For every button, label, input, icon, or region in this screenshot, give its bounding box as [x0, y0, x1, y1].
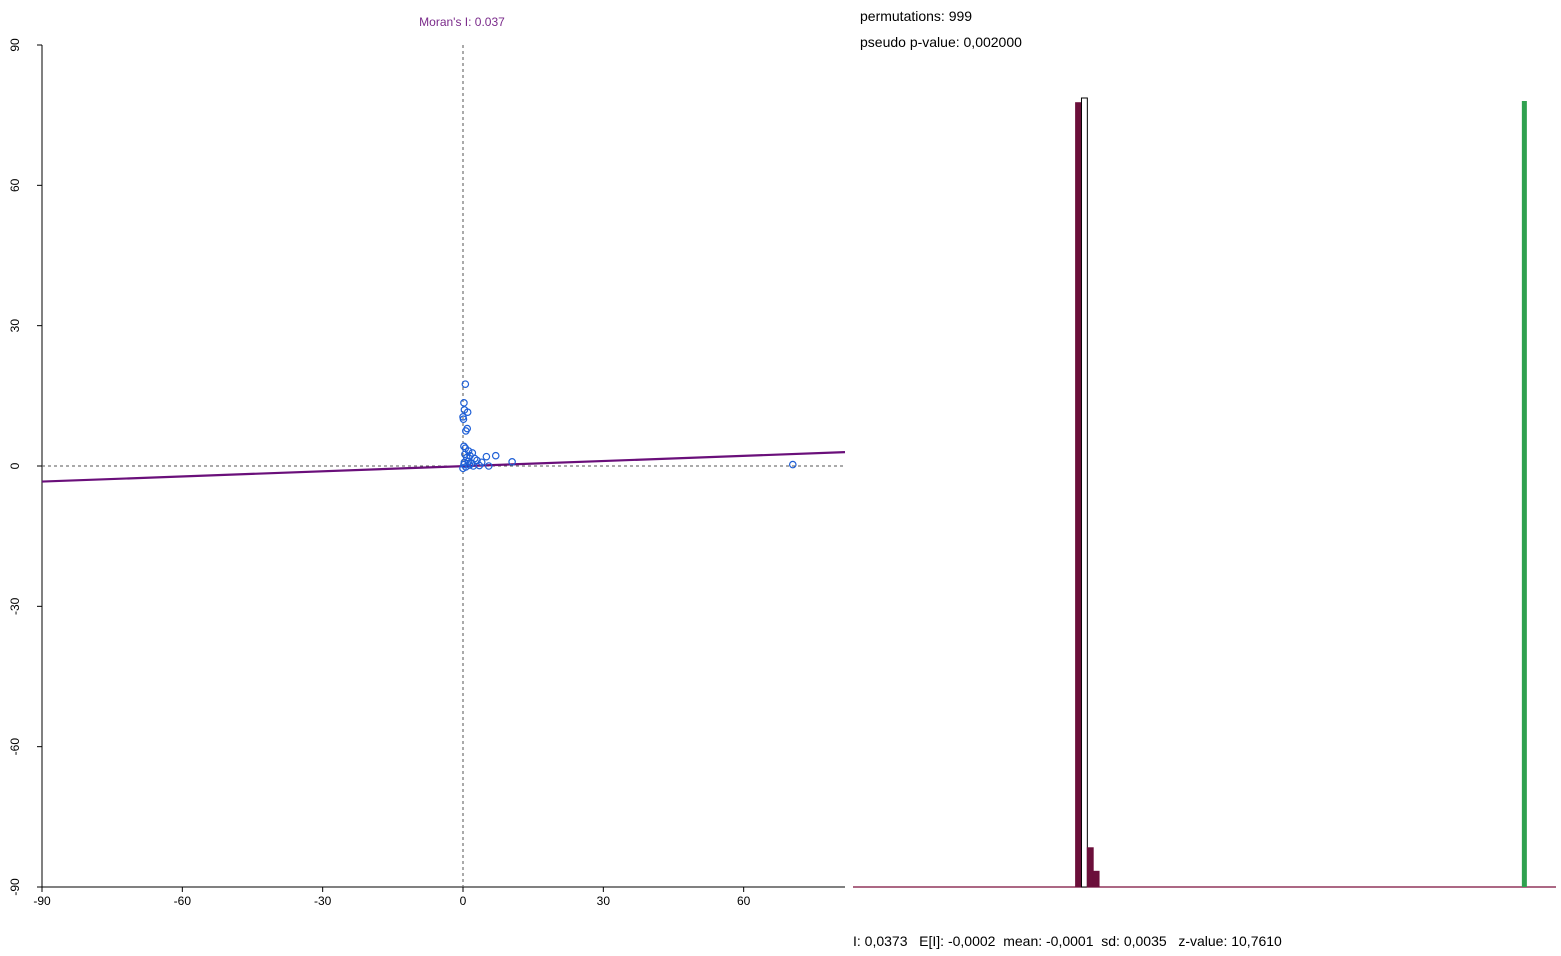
y-tick-label: 30 — [8, 319, 22, 333]
x-tick-label: -90 — [33, 894, 51, 908]
y-tick-label: 90 — [8, 38, 22, 52]
regression-line — [41, 451, 846, 483]
y-tick-label: -30 — [8, 597, 22, 615]
y-tick-label: -60 — [8, 738, 22, 756]
data-point — [460, 399, 468, 407]
data-point — [788, 460, 797, 469]
x-tick-label: 60 — [737, 894, 751, 908]
observed-i-line — [1521, 101, 1527, 887]
data-point — [462, 463, 470, 471]
data-point — [460, 442, 468, 451]
y-tick-label: 0 — [8, 462, 22, 469]
data-point — [484, 462, 493, 470]
summary-statistics-text: I: 0,0373 E[I]: -0,0002 mean: -0,0001 sd… — [853, 933, 1282, 949]
x-tick-label: 30 — [597, 894, 611, 908]
data-point — [460, 460, 468, 469]
y-tick-label: -90 — [8, 878, 22, 896]
scatter-plot: -90 -60 -30 0 30 60 90 60 30 0 -30 -60 -90 — [8, 38, 846, 908]
scatter-title: Moran's I: 0.037 — [419, 15, 505, 29]
x-tick-label: 0 — [460, 894, 467, 908]
data-point — [463, 408, 472, 417]
x-tick-label: -30 — [314, 894, 332, 908]
data-point — [482, 452, 491, 461]
data-point — [459, 415, 468, 424]
histogram-bar — [1075, 102, 1082, 888]
data-point — [475, 461, 484, 470]
histogram-bar — [1092, 870, 1100, 888]
x-tick-label: -60 — [174, 894, 192, 908]
data-point — [508, 457, 516, 466]
histogram-bar — [1080, 97, 1088, 888]
data-point — [465, 461, 474, 469]
data-point — [491, 451, 500, 460]
pseudo-p-value-text: pseudo p-value: 0,002000 — [860, 34, 1022, 50]
data-point — [462, 427, 470, 435]
permutation-histogram — [853, 97, 1556, 888]
histogram-bar — [1086, 847, 1094, 888]
permutations-text: permutations: 999 — [860, 8, 973, 24]
data-point — [461, 380, 470, 388]
y-tick-label: 60 — [8, 178, 22, 192]
